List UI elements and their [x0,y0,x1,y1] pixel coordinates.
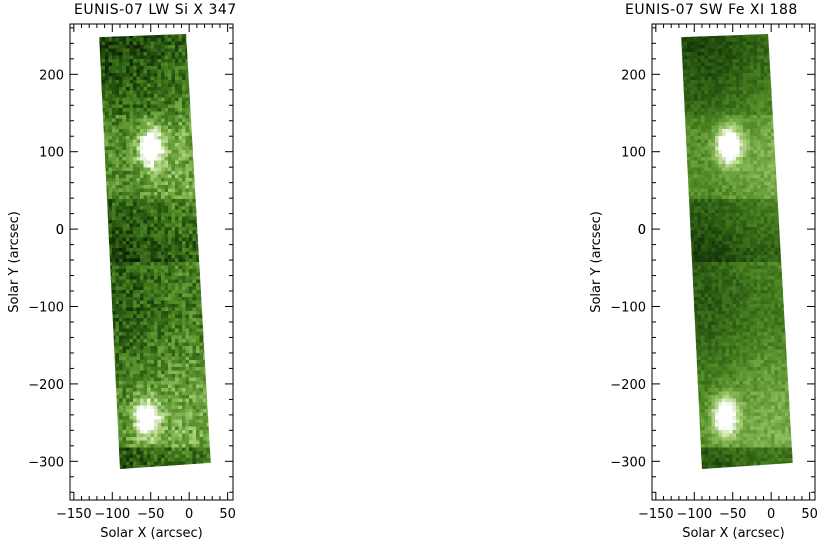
heatmap-image [99,34,211,470]
x-tick-label: −100 [94,507,130,522]
x-tick-label: −50 [137,507,164,522]
y-tick-label: 0 [638,223,646,238]
plot-frame [651,23,816,501]
y-tick-label: 200 [39,68,64,83]
panel-lw-si-x: EUNIS-07 LW Si X 347 −150 −100 −50 0 50 −300−… [0,0,250,546]
x-tick-label: 50 [219,507,236,522]
x-tick-label: −50 [719,507,746,522]
y-tick-label: 200 [621,68,646,83]
chart-title: EUNIS-07 LW Si X 347 [74,2,237,18]
y-tick-label: 0 [638,223,646,238]
x-tick-label: 0 [767,507,775,522]
y-tick-label: −100 [28,301,64,316]
plot-frame [69,23,234,501]
y-tick-label: −300 [610,455,646,470]
y-tick-label: −300 [28,455,64,470]
y-tick-label: −200 [28,378,64,393]
heatmap-image [681,34,793,470]
chart-lw-si-x: −150 −100 −50 0 50−300−200−10001002000Solar … [7,23,236,541]
y-tick-label: 100 [39,146,64,161]
chart-sw-fe-xi: −150 −100 −50 0 50−300−200−10001002000Solar … [589,23,818,541]
x-axis-label: Solar X (arcsec) [100,526,203,541]
x-tick-label: −150 [56,507,92,522]
y-tick-label: 0 [56,223,64,238]
y-axis-label: Solar Y (arcsec) [7,211,22,313]
x-axis-label: Solar X (arcsec) [682,526,785,541]
x-tick-label: 50 [801,507,818,522]
chart-title: EUNIS-07 SW Fe XI 188 [625,2,798,18]
y-tick-label: −100 [610,301,646,316]
x-tick-label: −150 [638,507,674,522]
x-tick-label: −100 [676,507,712,522]
y-tick-label: −200 [610,378,646,393]
x-tick-label: 0 [185,507,193,522]
panel-sw-fe-xi: EUNIS-07 SW Fe XI 188 −150 −100 −50 0 50 −300… [575,0,838,546]
y-tick-label: 100 [621,146,646,161]
y-axis-label: Solar Y (arcsec) [589,211,604,313]
y-tick-label: 0 [56,223,64,238]
